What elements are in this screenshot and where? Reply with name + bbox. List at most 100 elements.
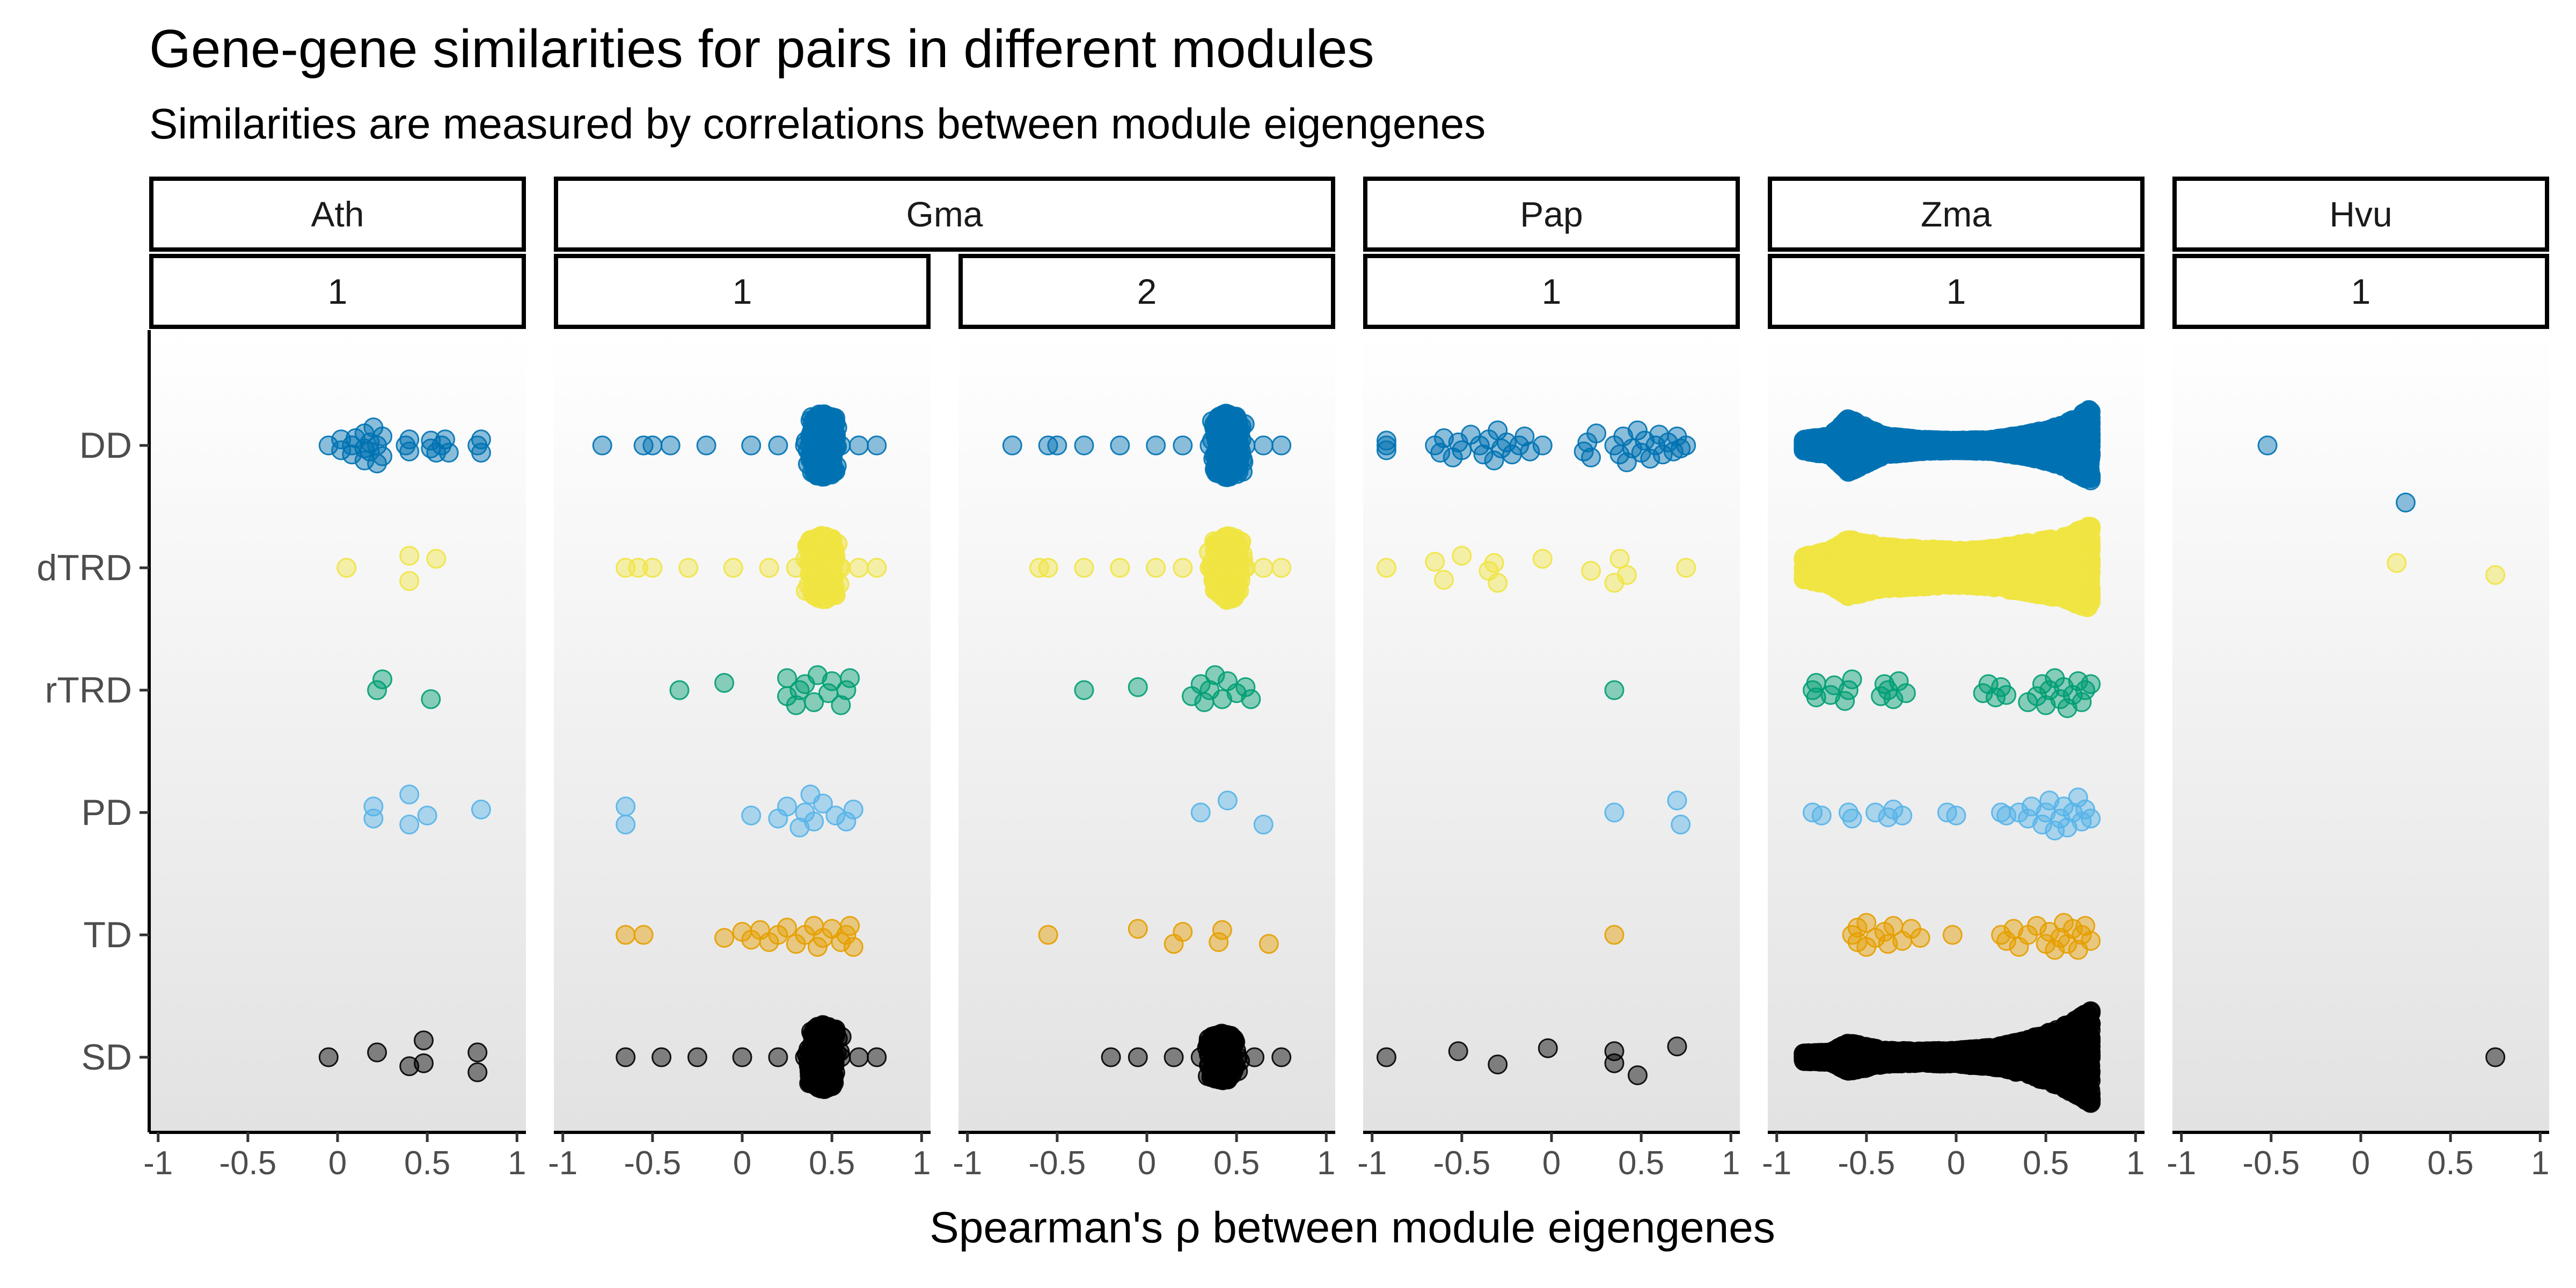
point-sd bbox=[1190, 1047, 1211, 1067]
substrip-label-pap-1: 1 bbox=[1542, 272, 1562, 311]
point-dd bbox=[399, 429, 420, 450]
x-tick-label: -1 bbox=[548, 1145, 577, 1182]
point-dd bbox=[1271, 435, 1292, 456]
point-dd bbox=[867, 435, 887, 456]
panel-background bbox=[149, 330, 526, 1132]
point-dd bbox=[1047, 435, 1067, 456]
point-sd bbox=[467, 1042, 488, 1063]
point-pd bbox=[399, 814, 420, 835]
strip-label-gma: Gma bbox=[906, 194, 983, 234]
point-td bbox=[777, 918, 797, 938]
point-dd bbox=[831, 435, 851, 456]
x-tick-label: -1 bbox=[1762, 1145, 1791, 1182]
y-tick-label-td: TD bbox=[83, 914, 132, 955]
x-tick-label: -1 bbox=[1357, 1145, 1387, 1182]
point-dtrd bbox=[399, 571, 420, 591]
panel-gma-1 bbox=[592, 404, 887, 1099]
point-rtrd bbox=[714, 673, 735, 693]
x-tick-label: 1 bbox=[1722, 1145, 1740, 1182]
point-sd bbox=[1488, 1054, 1508, 1074]
point-sd bbox=[795, 1047, 815, 1067]
point-dtrd bbox=[1253, 558, 1274, 578]
point-dd bbox=[1110, 435, 1130, 456]
point-pd bbox=[417, 806, 437, 826]
x-tick-label: 0.5 bbox=[2023, 1145, 2069, 1182]
point-rtrd bbox=[1128, 677, 1148, 697]
point-dd bbox=[1581, 447, 1601, 467]
point-dtrd bbox=[831, 558, 851, 578]
strip-label-zma: Zma bbox=[1921, 194, 1992, 234]
point-dtrd bbox=[1038, 558, 1058, 578]
strip-gma bbox=[554, 177, 1335, 252]
point-rtrd bbox=[840, 668, 860, 689]
point-dtrd bbox=[1217, 558, 1238, 578]
point-sd bbox=[1667, 1036, 1687, 1057]
point-dtrd bbox=[1581, 561, 1601, 581]
point-dd bbox=[741, 435, 762, 456]
x-tick-label: -0.5 bbox=[219, 1145, 276, 1182]
point-dd bbox=[660, 435, 680, 456]
panel-background bbox=[958, 330, 1335, 1132]
point-dd bbox=[1074, 435, 1094, 456]
point-pd bbox=[471, 799, 491, 819]
point-dd bbox=[318, 435, 339, 456]
point-rtrd bbox=[1074, 680, 1094, 700]
point-pd bbox=[399, 784, 420, 804]
y-tick-label-dd: DD bbox=[79, 425, 132, 466]
y-tick-label-dtrd: dTRD bbox=[36, 547, 132, 588]
point-dd bbox=[1532, 435, 1553, 456]
x-tick-label: 1 bbox=[508, 1145, 526, 1182]
point-td bbox=[714, 928, 735, 948]
point-dd bbox=[1173, 435, 1193, 456]
x-tick-label: 0.5 bbox=[1618, 1145, 1664, 1182]
point-dd bbox=[696, 435, 716, 456]
point-sd bbox=[848, 1047, 869, 1067]
point-dtrd bbox=[1532, 548, 1553, 569]
x-tick-label: 1 bbox=[2531, 1145, 2549, 1182]
point-td bbox=[843, 936, 863, 957]
y-tick-label-sd: SD bbox=[82, 1037, 132, 1078]
x-tick-label: 0 bbox=[1138, 1145, 1156, 1182]
point-sd bbox=[1271, 1047, 1292, 1067]
point-dd bbox=[814, 462, 834, 482]
point-pd bbox=[1604, 802, 1624, 823]
point-pd bbox=[741, 806, 762, 826]
point-sd bbox=[318, 1047, 339, 1067]
point-dd bbox=[431, 435, 452, 456]
x-tick-label: 0 bbox=[2352, 1145, 2370, 1182]
panel-background bbox=[554, 330, 931, 1132]
point-sd bbox=[1538, 1038, 1558, 1058]
point-dtrd bbox=[1488, 573, 1508, 593]
point-sd bbox=[831, 1047, 851, 1067]
point-dd bbox=[1199, 435, 1220, 456]
point-dtrd bbox=[1376, 558, 1396, 578]
point-rtrd bbox=[1241, 689, 1261, 709]
point-pd bbox=[616, 796, 636, 817]
panel-ath-1 bbox=[318, 417, 491, 1082]
point-sd bbox=[1101, 1047, 1121, 1067]
point-td bbox=[1604, 925, 1624, 945]
point-dtrd bbox=[642, 558, 663, 578]
point-sd bbox=[413, 1030, 434, 1051]
point-pd bbox=[1190, 802, 1211, 823]
point-pd bbox=[843, 799, 863, 819]
x-tick-label: -1 bbox=[2167, 1145, 2196, 1182]
substrip-label-hvu-1: 1 bbox=[2351, 272, 2371, 311]
point-dtrd bbox=[867, 558, 887, 578]
point-pd bbox=[804, 811, 824, 832]
x-tick-label: 0 bbox=[1947, 1145, 1965, 1182]
point-pd bbox=[363, 808, 384, 829]
point-dtrd bbox=[1271, 558, 1292, 578]
point-sd bbox=[1245, 1047, 1265, 1067]
point-dtrd bbox=[813, 558, 833, 578]
substrip-gma-1 bbox=[554, 254, 931, 329]
point-pd bbox=[616, 814, 636, 835]
point-dtrd bbox=[1452, 546, 1472, 566]
panel-background bbox=[1363, 330, 1740, 1132]
point-sd bbox=[732, 1047, 752, 1067]
point-sd bbox=[1376, 1047, 1396, 1067]
strip-label-ath: Ath bbox=[311, 194, 364, 234]
chart-title: Gene-gene similarities for pairs in diff… bbox=[149, 19, 1374, 79]
point-rtrd bbox=[367, 680, 387, 700]
x-tick-label: 0 bbox=[733, 1145, 751, 1182]
